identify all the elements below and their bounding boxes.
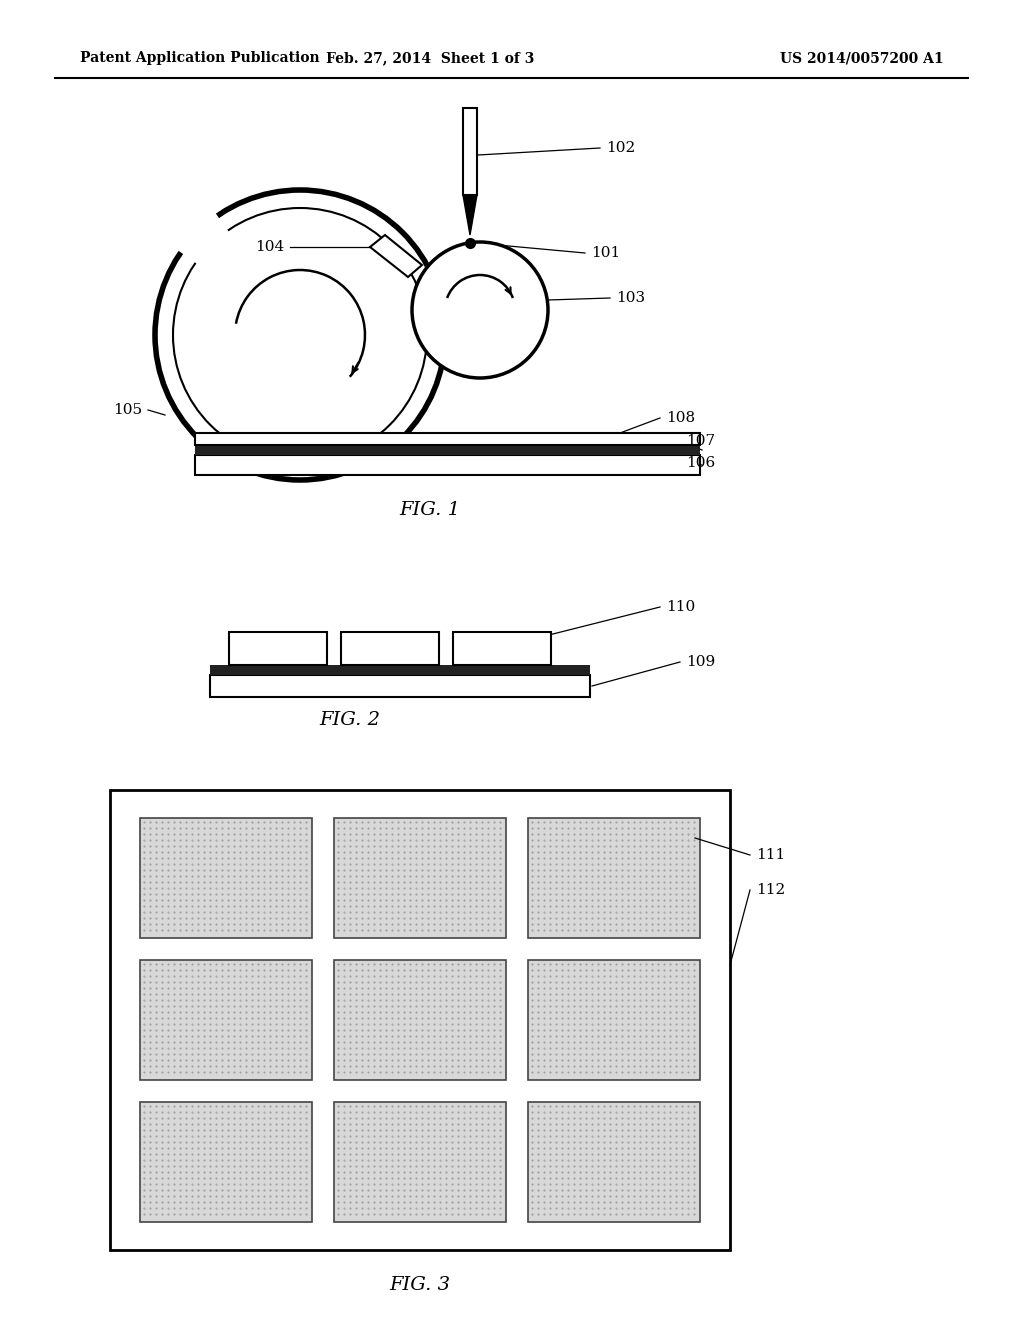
Text: 108: 108: [666, 411, 695, 425]
Bar: [210, 665, 590, 675]
Bar: [334, 818, 506, 939]
Bar: [210, 675, 590, 697]
Bar: [463, 108, 477, 195]
Text: Feb. 27, 2014  Sheet 1 of 3: Feb. 27, 2014 Sheet 1 of 3: [326, 51, 535, 65]
Polygon shape: [463, 195, 477, 235]
Text: 103: 103: [616, 290, 645, 305]
Bar: [528, 818, 700, 939]
Bar: [528, 1102, 700, 1222]
Bar: [229, 632, 327, 665]
Polygon shape: [370, 235, 422, 277]
Text: 112: 112: [756, 883, 785, 898]
Wedge shape: [196, 231, 300, 335]
Bar: [110, 789, 730, 1250]
Text: 110: 110: [666, 601, 695, 614]
Text: FIG. 2: FIG. 2: [319, 711, 381, 729]
Text: 101: 101: [591, 246, 621, 260]
Bar: [140, 818, 312, 939]
Bar: [195, 433, 700, 445]
Text: FIG. 3: FIG. 3: [389, 1276, 451, 1294]
Text: 104: 104: [255, 240, 284, 253]
Text: 107: 107: [686, 434, 715, 447]
Circle shape: [173, 209, 427, 462]
Text: 106: 106: [686, 455, 715, 470]
Wedge shape: [177, 213, 300, 335]
Text: 111: 111: [756, 847, 785, 862]
Bar: [453, 632, 551, 665]
Bar: [195, 455, 700, 475]
Bar: [341, 632, 439, 665]
Text: FIG. 1: FIG. 1: [399, 502, 461, 519]
Bar: [195, 445, 700, 455]
Bar: [140, 960, 312, 1080]
Bar: [334, 1102, 506, 1222]
Circle shape: [412, 242, 548, 378]
Bar: [528, 960, 700, 1080]
Text: 105: 105: [113, 403, 142, 417]
Bar: [140, 1102, 312, 1222]
Text: 102: 102: [606, 141, 635, 154]
Circle shape: [155, 190, 445, 480]
Text: 109: 109: [686, 655, 715, 669]
Bar: [334, 960, 506, 1080]
Text: Patent Application Publication: Patent Application Publication: [80, 51, 319, 65]
Text: US 2014/0057200 A1: US 2014/0057200 A1: [780, 51, 944, 65]
